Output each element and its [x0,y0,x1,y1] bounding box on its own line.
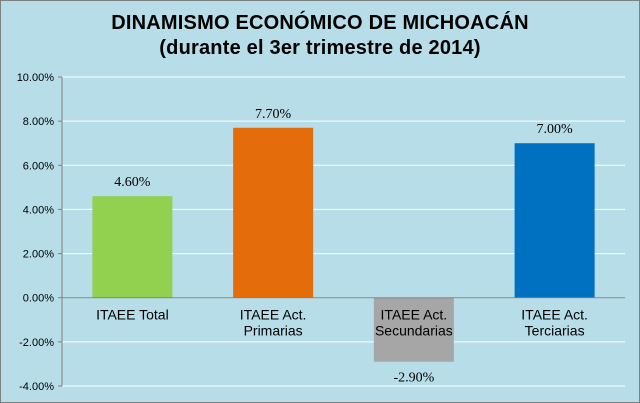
chart-subtitle: (durante el 3er trimestre de 2014) [159,37,481,59]
y-tick-label: -4.00% [19,381,54,393]
y-tick-label: 10.00% [17,72,55,84]
category-label: ITAEE Total [96,307,169,323]
bar [373,297,454,362]
category-label: ITAEE Act. [521,307,588,323]
category-label: ITAEE Act. [240,307,307,323]
category-label: Terciarias [525,323,585,339]
category-label: ITAEE Act. [381,307,448,323]
chart-title: DINAMISMO ECONÓMICO DE MICHOACÁN [111,12,529,34]
data-label: 4.60% [114,175,151,190]
y-tick-label: -2.00% [19,337,54,349]
y-tick-label: 2.00% [23,249,54,261]
category-label: Secundarias [375,323,453,339]
bar [92,196,173,298]
data-label: 7.00% [537,122,574,137]
data-label: -2.90% [393,371,434,386]
y-tick-label: 4.00% [23,204,54,216]
y-tick-label: 8.00% [23,116,54,128]
bar [233,127,314,298]
data-label: 7.70% [255,107,292,122]
y-tick-label: 6.00% [23,160,54,172]
bar [514,143,595,298]
category-label: Primarias [244,323,303,339]
y-tick-label: 0.00% [23,293,54,305]
